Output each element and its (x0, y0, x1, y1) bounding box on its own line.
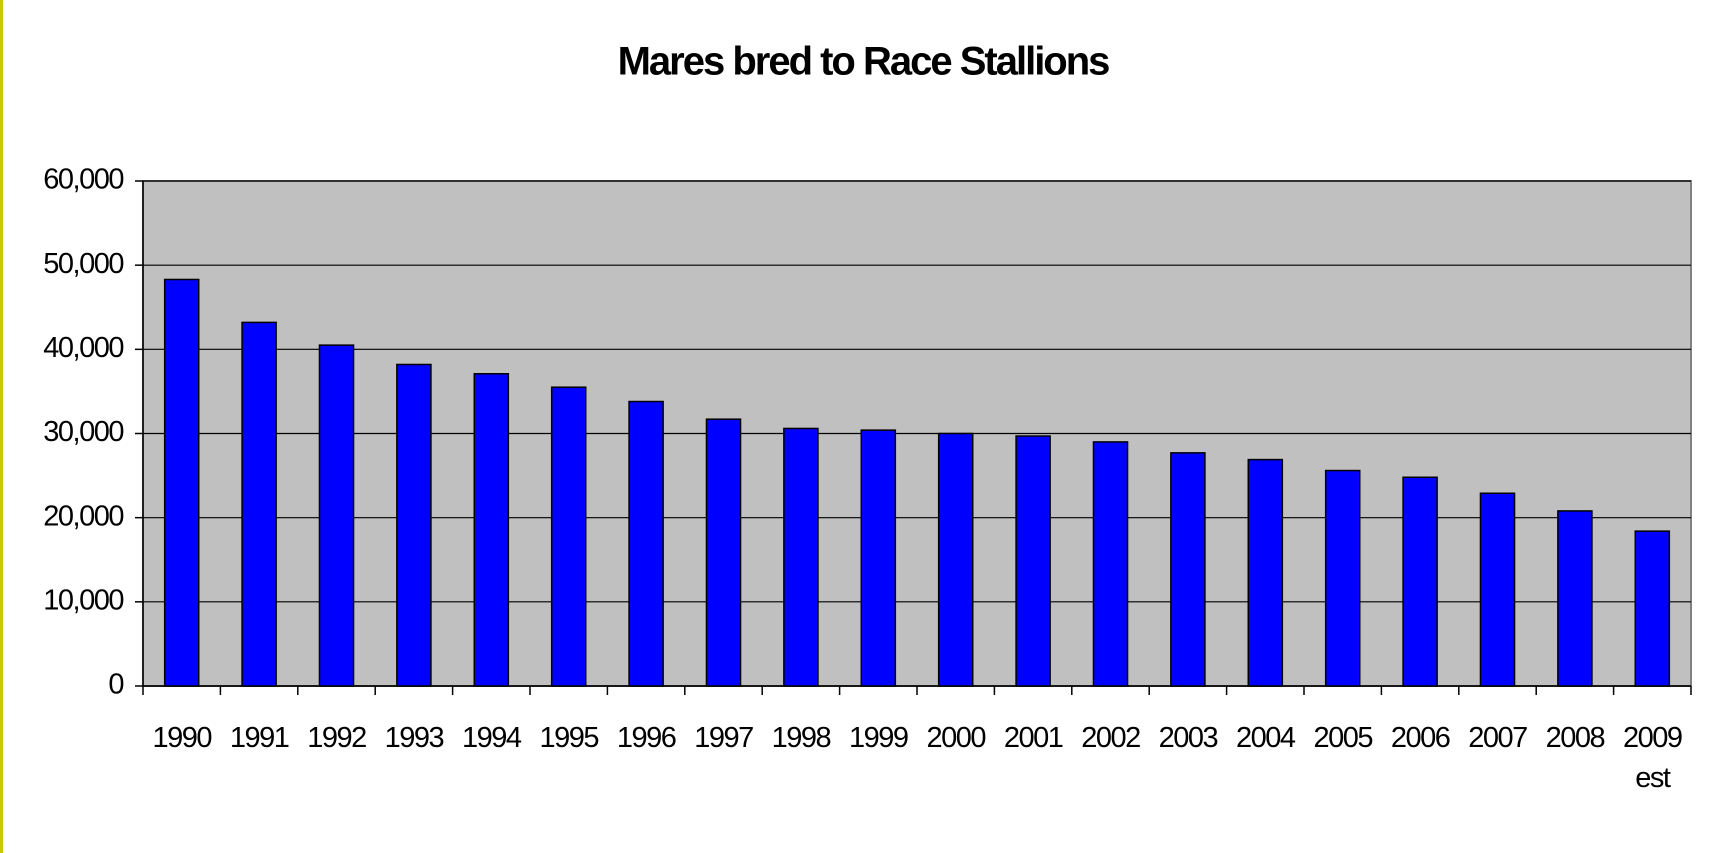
y-tick-label: 40,000 (43, 332, 123, 364)
x-tick-label: 1990 (152, 722, 212, 754)
bar (1170, 452, 1206, 687)
x-tick-label: 2008 (1545, 722, 1606, 754)
x-tick-label: 2007 (1468, 722, 1528, 754)
bar (937, 432, 974, 687)
y-tick-label: 60,000 (43, 164, 123, 196)
chart: Mares bred to Race Stallions 0 10,000 20,0… (43, 40, 1692, 701)
bar (1092, 441, 1129, 687)
bar (318, 344, 355, 687)
chart-title: Mares bred to Race Stallions (618, 40, 1110, 84)
bar (473, 372, 510, 687)
bar (783, 427, 819, 687)
bar (1479, 492, 1516, 687)
x-tick-label: 2002 (1081, 722, 1141, 754)
y-tick-label: 20,000 (43, 500, 123, 532)
x-tick-label: 1991 (229, 722, 290, 754)
bar (396, 363, 432, 687)
bar (241, 321, 277, 687)
y-tick-label: 50,000 (43, 248, 123, 280)
x-tick-label: 1998 (771, 722, 832, 754)
bar (1247, 458, 1284, 687)
bar (860, 429, 897, 687)
bar (1015, 435, 1051, 687)
y-tick-label: 0 (108, 669, 123, 701)
bar (1324, 469, 1361, 687)
x-tick-label: 1992 (307, 722, 367, 754)
bar (1402, 476, 1438, 687)
x-tick-label: 1996 (616, 722, 677, 754)
bar (1557, 510, 1593, 687)
x-tick-label: 1997 (694, 722, 754, 754)
y-tick-label: 30,000 (43, 416, 123, 448)
x-tick-label: 2005 (1313, 722, 1373, 754)
x-tick-label: 1995 (539, 722, 599, 754)
bar (705, 418, 742, 687)
x-tick-label: 1999 (849, 722, 909, 754)
x-tick-label: 1993 (384, 722, 445, 754)
x-tick-label: 2001 (1003, 722, 1064, 754)
x-tick-label: 2009 est (1623, 722, 1683, 794)
x-tick-label: 1994 (462, 722, 522, 754)
bar (1634, 530, 1671, 687)
x-tick-label: 2004 (1236, 722, 1296, 754)
bar (550, 386, 587, 687)
x-tick-label: 2003 (1158, 722, 1219, 754)
bar (163, 278, 200, 687)
y-tick-label: 10,000 (43, 584, 123, 616)
x-tick-label: 2006 (1390, 722, 1451, 754)
bar (628, 400, 664, 687)
x-tick-label: 2000 (926, 722, 986, 754)
